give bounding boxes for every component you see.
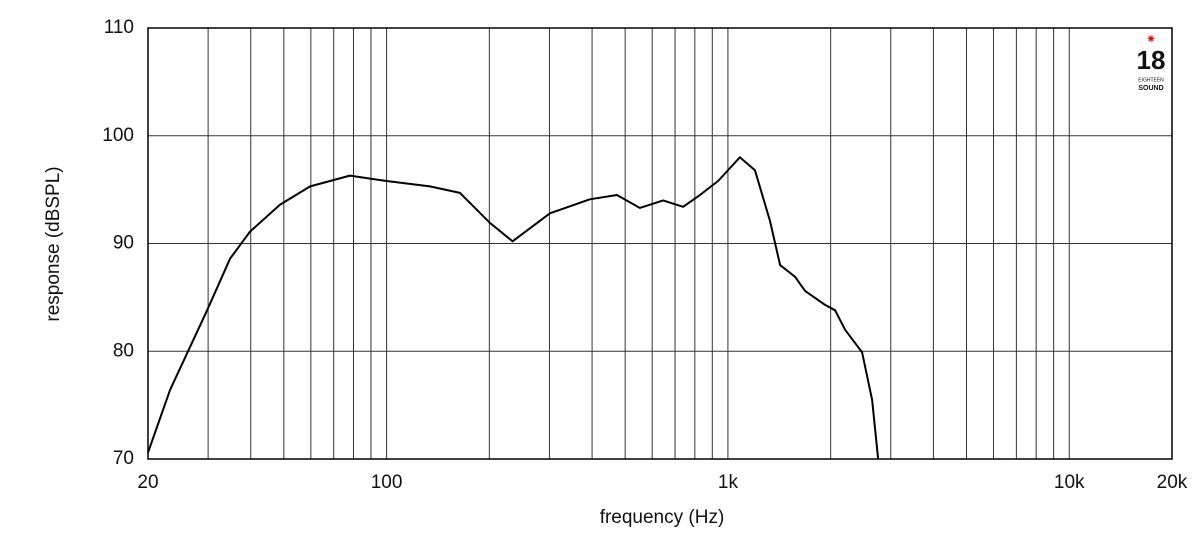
y-tick-label: 110 [104, 17, 134, 38]
logo-line1: EIGHTEEN [1138, 77, 1164, 83]
response-line [147, 156, 880, 460]
logo: ✷ 18 EIGHTEEN SOUND [1137, 32, 1166, 92]
logo-star: ✷ [1146, 32, 1156, 46]
logo-line2: SOUND [1138, 85, 1163, 92]
y-axis-label: response (dBSPL) [43, 166, 64, 321]
x-tick-label: 20 [137, 472, 158, 493]
y-tick-label: 70 [113, 448, 134, 469]
x-tick-label: 20k [1157, 472, 1188, 493]
x-tick-label: 10k [1054, 472, 1085, 493]
plot-frame [147, 27, 1173, 460]
x-axis-label: frequency (Hz) [600, 507, 725, 528]
y-tick-label: 90 [113, 233, 134, 254]
y-tick-label: 100 [102, 125, 134, 146]
y-tick-label: 80 [113, 340, 134, 361]
logo-number: 18 [1137, 45, 1166, 75]
x-tick-label: 1k [718, 472, 739, 493]
x-tick-label: 100 [371, 472, 403, 493]
